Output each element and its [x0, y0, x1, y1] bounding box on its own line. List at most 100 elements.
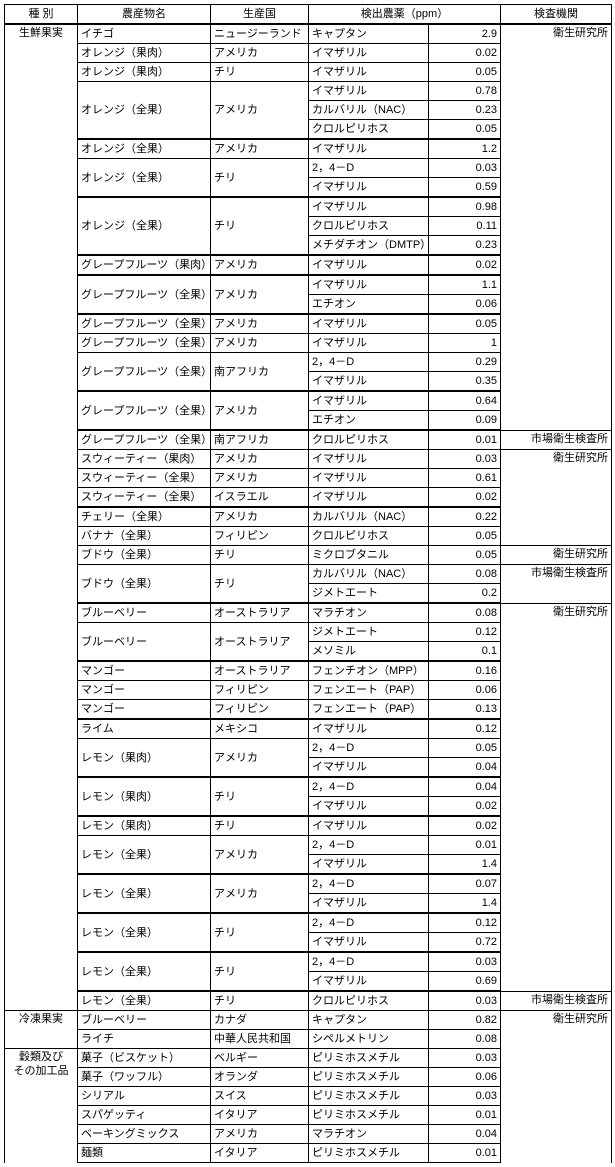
product-name: レモン（果肉）	[78, 777, 211, 816]
country: アメリカ	[211, 469, 309, 488]
value: 1.1	[429, 275, 501, 295]
value: 0.04	[429, 1125, 501, 1144]
chemical: イマザリル	[309, 758, 429, 778]
product-name: グレープフルーツ（全果）	[78, 353, 211, 392]
chemical: クロルピリホス	[309, 430, 429, 450]
country: オーストラリア	[211, 603, 309, 623]
chemical: キャプタン	[309, 1011, 429, 1030]
chemical: イマザリル	[309, 255, 429, 275]
chemical: 2，4－D	[309, 952, 429, 972]
value: 0.08	[429, 603, 501, 623]
chemical: カルバリル（NAC）	[309, 507, 429, 527]
chemical: イマザリル	[309, 450, 429, 469]
institution: 衛生研究所	[501, 603, 612, 991]
chemical: カルバリル（NAC）	[309, 565, 429, 584]
chemical: フェンエート（PAP）	[309, 681, 429, 700]
value: 0.13	[429, 700, 501, 720]
product-name: 菓子（ワッフル）	[78, 1068, 211, 1087]
country: スイス	[211, 1087, 309, 1106]
value: 0.02	[429, 797, 501, 817]
country: アメリカ	[211, 334, 309, 353]
country: アメリカ	[211, 507, 309, 527]
product-name: スウィーティー（全果）	[78, 488, 211, 508]
country: アメリカ	[211, 874, 309, 913]
product-name: グレープフルーツ（全果）	[78, 275, 211, 314]
value: 1.2	[429, 139, 501, 159]
institution: 衛生研究所	[501, 24, 612, 391]
product-name: オレンジ（果肉）	[78, 63, 211, 82]
header-pesticide: 検出農薬（ppm）	[309, 5, 501, 25]
chemical: 2，4－D	[309, 874, 429, 894]
value: 0.59	[429, 178, 501, 198]
chemical: ピリミホスメチル	[309, 1144, 429, 1163]
country: チリ	[211, 197, 309, 255]
country: イタリア	[211, 1144, 309, 1163]
table-row: 生鮮果実イチゴニュージーランドキャプタン2.9衛生研究所	[5, 24, 612, 44]
chemical: ピリミホスメチル	[309, 1049, 429, 1068]
product-name: スパゲッティ	[78, 1106, 211, 1125]
institution: 市場衛生検査所	[501, 991, 612, 1011]
value: 0.69	[429, 972, 501, 992]
chemical: イマザリル	[309, 488, 429, 508]
value: 0.12	[429, 913, 501, 933]
chemical: イマザリル	[309, 44, 429, 63]
value: 0.16	[429, 661, 501, 681]
country: オーストラリア	[211, 623, 309, 662]
chemical: イマザリル	[309, 334, 429, 353]
value: 0.11	[429, 217, 501, 236]
chemical: マラチオン	[309, 603, 429, 623]
chemical: 2，4－D	[309, 353, 429, 372]
chemical: クロルピリホス	[309, 217, 429, 236]
chemical: イマザリル	[309, 275, 429, 295]
product-name: グレープフルーツ（全果）	[78, 430, 211, 450]
chemical: メソミル	[309, 642, 429, 662]
header-institution: 検査機関	[501, 5, 612, 25]
table-row: 冷凍果実ブルーベリーカナダキャプタン0.82衛生研究所	[5, 1011, 612, 1030]
institution: 市場衛生検査所	[501, 565, 612, 604]
value: 0.02	[429, 488, 501, 508]
product-name: ライム	[78, 719, 211, 739]
product-name: レモン（果肉）	[78, 739, 211, 778]
country: アメリカ	[211, 391, 309, 430]
chemical: イマザリル	[309, 469, 429, 488]
table-row: スウィーティー（果肉）アメリカイマザリル0.03衛生研究所	[5, 450, 612, 469]
pesticide-table: 種 別 農産物名 生産国 検出農薬（ppm） 検査機関 生鮮果実イチゴニュージー…	[4, 4, 612, 1163]
value: 0.06	[429, 681, 501, 700]
value: 0.1	[429, 642, 501, 662]
value: 0.03	[429, 1049, 501, 1068]
chemical: ジメトエート	[309, 584, 429, 604]
country: アメリカ	[211, 139, 309, 159]
value: 1.4	[429, 894, 501, 914]
value: 0.01	[429, 430, 501, 450]
value: 1.4	[429, 855, 501, 875]
chemical: ジメトエート	[309, 623, 429, 642]
country: アメリカ	[211, 739, 309, 778]
value: 0.04	[429, 758, 501, 778]
value: 0.02	[429, 44, 501, 63]
product-name: マンゴー	[78, 700, 211, 720]
chemical: イマザリル	[309, 894, 429, 914]
chemical: フェンエート（PAP）	[309, 700, 429, 720]
chemical: イマザリル	[309, 719, 429, 739]
product-name: レモン（全果）	[78, 836, 211, 875]
table-row: ブドウ（全果）チリカルバリル（NAC）0.08市場衛生検査所	[5, 565, 612, 584]
chemical: キャプタン	[309, 24, 429, 44]
product-name: レモン（全果）	[78, 913, 211, 952]
chemical: イマザリル	[309, 816, 429, 836]
institution: 市場衛生検査所	[501, 430, 612, 450]
country: フィリピン	[211, 681, 309, 700]
chemical: 2，4－D	[309, 159, 429, 178]
chemical: イマザリル	[309, 933, 429, 953]
chemical: クロルピリホス	[309, 991, 429, 1011]
country: チリ	[211, 159, 309, 198]
product-name: レモン（果肉）	[78, 816, 211, 836]
value: 0.05	[429, 527, 501, 546]
value: 0.06	[429, 1068, 501, 1087]
country: チリ	[211, 565, 309, 604]
product-name: ブドウ（全果）	[78, 546, 211, 565]
header-product: 農産物名	[78, 5, 211, 25]
value: 0.06	[429, 295, 501, 315]
country: チリ	[211, 816, 309, 836]
product-name: ベーキングミックス	[78, 1125, 211, 1144]
value: 0.78	[429, 82, 501, 101]
